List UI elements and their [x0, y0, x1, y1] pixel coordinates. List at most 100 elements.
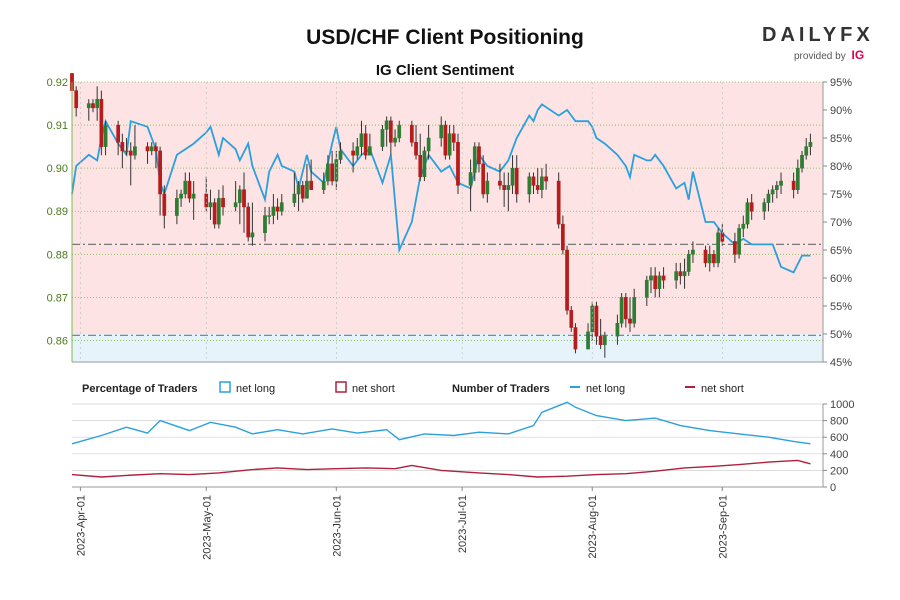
candle-body — [510, 167, 515, 186]
percent-tick-label: 45% — [830, 357, 852, 369]
candle-body — [363, 133, 368, 156]
candle — [795, 159, 800, 194]
candle — [472, 142, 477, 182]
candle-body — [221, 198, 225, 208]
candle — [498, 163, 502, 190]
candle — [678, 262, 683, 285]
candle — [653, 267, 658, 298]
candle-body — [103, 124, 108, 147]
candle — [242, 172, 246, 233]
candle-body — [124, 150, 129, 153]
candle — [657, 271, 662, 298]
candle — [737, 224, 741, 259]
candle — [380, 125, 385, 151]
candle — [86, 99, 91, 121]
candle — [275, 198, 280, 220]
candle-body — [653, 275, 658, 290]
candle — [237, 185, 242, 225]
candle — [162, 185, 167, 229]
candle — [766, 189, 771, 212]
legend-num-short-label: net short — [701, 383, 744, 395]
reference-lines — [72, 243, 823, 336]
candle-body — [632, 297, 637, 324]
candle-body — [770, 189, 775, 195]
candle-body — [808, 142, 813, 147]
candle — [418, 133, 423, 182]
candle — [158, 146, 162, 216]
candle-body — [447, 133, 452, 156]
candle — [762, 198, 767, 220]
candle — [422, 146, 427, 182]
candle-body — [745, 202, 750, 225]
candle-body — [208, 202, 213, 208]
candle-body — [481, 163, 486, 195]
candle-body — [292, 193, 297, 203]
candle-body — [95, 98, 100, 109]
candle-body — [175, 198, 179, 216]
candle-body — [279, 202, 284, 212]
candle-body — [514, 167, 519, 195]
net-short-zone — [72, 82, 823, 334]
candle-body — [338, 150, 343, 160]
candle — [485, 172, 490, 203]
candle — [569, 306, 574, 332]
percent-tick-label: 90% — [830, 105, 852, 117]
price-tick-label: 0.91 — [47, 120, 68, 132]
legend-pct-long-swatch — [219, 381, 231, 393]
candle — [409, 120, 414, 147]
date-axis: 2023-Apr-01 2023-May-01 2023-Jun-01 2023-Ju… — [75, 82, 729, 560]
candle — [770, 185, 775, 203]
count-tick-label: 400 — [830, 449, 848, 461]
candle-body — [191, 193, 196, 199]
candle-body — [426, 137, 431, 152]
candle-body — [128, 150, 133, 156]
date-tick-label: 2023-Sep-01 — [717, 495, 729, 559]
candle — [74, 86, 79, 117]
candle-body — [183, 180, 188, 195]
candle — [594, 301, 599, 345]
candle-body — [703, 249, 708, 264]
count-tick-label: 600 — [830, 432, 848, 444]
candle-body — [594, 305, 599, 337]
price-tick-label: 0.88 — [47, 249, 68, 261]
candle-body — [359, 133, 364, 147]
price-axis: 0.86 0.87 0.88 0.89 0.90 0.91 0.92 — [47, 77, 68, 347]
candle — [779, 172, 783, 194]
candle-body — [271, 206, 276, 216]
candle — [514, 155, 519, 203]
candle — [661, 267, 666, 289]
candle — [216, 189, 221, 229]
candle — [439, 116, 444, 147]
candle — [741, 215, 746, 238]
candle-body — [389, 120, 393, 143]
candle — [351, 142, 355, 173]
candle — [774, 181, 779, 199]
candle — [145, 142, 150, 164]
trader-count-axis: 0 200 400 600 800 1000 — [823, 399, 854, 494]
candle — [212, 198, 217, 229]
candle — [309, 159, 313, 190]
percent-tick-label: 55% — [830, 301, 852, 313]
candle — [535, 168, 540, 194]
candle — [338, 142, 343, 164]
trader-count-lines — [71, 401, 811, 478]
candle-body — [615, 322, 620, 337]
candle-body — [795, 167, 800, 190]
date-tick-label: 2023-May-01 — [201, 495, 213, 560]
candle-body — [791, 180, 796, 190]
candle — [531, 172, 536, 194]
candle-body — [506, 185, 511, 190]
candle — [300, 181, 305, 203]
candle — [279, 194, 284, 216]
legend-num-long-label: net long — [586, 383, 625, 395]
logo-provided-by: provided by — [794, 51, 846, 62]
candle-body — [737, 228, 741, 255]
candle-body — [145, 146, 150, 152]
candle — [368, 133, 372, 156]
candle — [456, 133, 460, 194]
percent-tick-label: 65% — [830, 245, 852, 257]
candle — [510, 155, 515, 194]
candle — [556, 172, 561, 229]
candle — [179, 189, 183, 207]
